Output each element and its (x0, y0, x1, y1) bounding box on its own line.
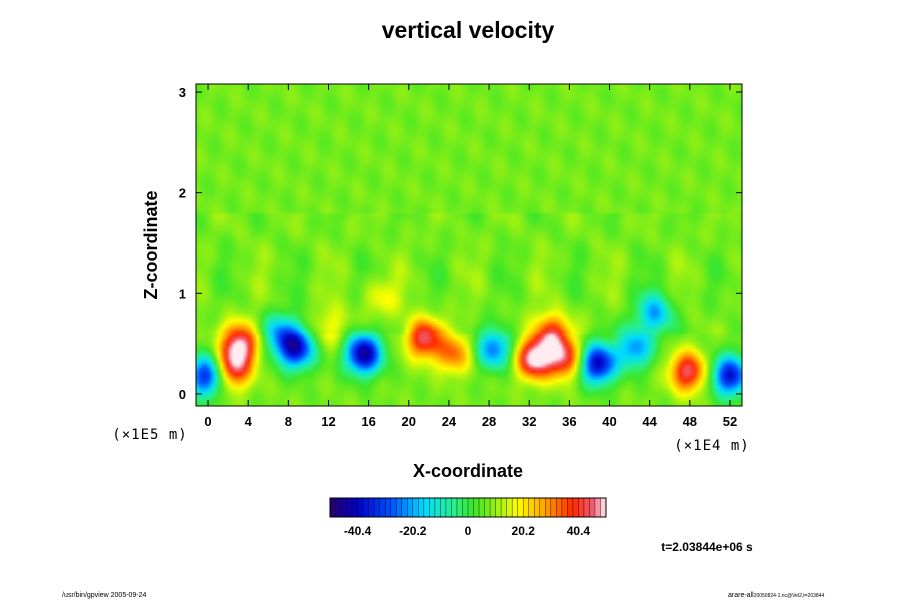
x-tick-label: 8 (285, 414, 292, 429)
heatmap-field (196, 84, 742, 406)
y-scale-label: (×1E5 m) (112, 427, 187, 443)
x-tick-label: 44 (642, 414, 657, 429)
colorbar-segment (506, 498, 513, 517)
x-tick-label: 4 (245, 414, 253, 429)
colorbar-segment (517, 498, 524, 517)
colorbar-segment (539, 498, 546, 517)
colorbar-segment (434, 498, 441, 517)
colorbar-segment (352, 498, 358, 517)
x-tick-label: 16 (361, 414, 375, 429)
colorbar-segment (335, 498, 342, 517)
colorbar-segment (385, 498, 392, 517)
colorbar-segment (495, 498, 502, 517)
colorbar-segment (561, 498, 568, 517)
colorbar-segment (456, 498, 463, 517)
x-tick-label: 0 (204, 414, 211, 429)
colorbar-segment (357, 498, 364, 517)
colorbar-frame (329, 497, 607, 518)
footer-right-suffix: 20050824-1.nc@Vel2,t=203844 (754, 593, 825, 599)
colorbar-tick-label: 0 (465, 524, 472, 538)
colorbar-segment (578, 498, 585, 517)
x-tick-label: 32 (522, 414, 536, 429)
x-tick-label: 48 (683, 414, 697, 429)
x-tick-label: 52 (723, 414, 737, 429)
footer-right: arare-all20050824-1.nc@Vel2,t=203844 (728, 592, 824, 599)
colorbar (330, 498, 607, 517)
colorbar-segment (341, 498, 347, 517)
x-tick-label: 28 (482, 414, 496, 429)
chart-title: vertical velocity (382, 17, 555, 43)
colorbar-segment (567, 498, 574, 517)
colorbar-segment (429, 498, 436, 517)
colorbar-segment (418, 498, 425, 517)
footer-left: /usr/bin/gpview 2005-09-24 (62, 592, 147, 599)
colorbar-segment (600, 498, 607, 517)
plot-frame (195, 83, 743, 407)
colorbar-segment (583, 498, 590, 517)
colorbar-segment (501, 498, 507, 517)
time-label: t=2.03844e+06 s (661, 540, 753, 554)
colorbar-segment (528, 498, 535, 517)
x-tick-label: 24 (442, 414, 457, 429)
x-axis-label: X-coordinate (413, 461, 523, 481)
colorbar-segment (363, 498, 369, 517)
colorbar-segment (479, 498, 485, 517)
colorbar-segment (440, 498, 447, 517)
colorbar-segment (484, 498, 491, 517)
x-tick-label: 12 (321, 414, 335, 429)
colorbar-segment (572, 498, 579, 517)
colorbar-ticks: -40.4 -20.2 0 20.2 40.4 (344, 524, 590, 538)
colorbar-segment (523, 498, 530, 517)
x-scale-label: (×1E4 m) (674, 438, 749, 454)
colorbar-segment (368, 498, 375, 517)
colorbar-segment (445, 498, 452, 517)
colorbar-segment (534, 498, 541, 517)
colorbar-segment (346, 498, 353, 517)
colorbar-segment (390, 498, 397, 517)
colorbar-segment (462, 498, 469, 517)
colorbar-segment (468, 498, 474, 517)
colorbar-segment (407, 498, 414, 517)
colorbar-segment (423, 498, 430, 517)
colorbar-tick-label: -20.2 (399, 524, 427, 538)
x-axis: 0 4 8 12 16 20 24 28 32 36 40 44 48 52 (204, 84, 737, 429)
y-tick-label: 3 (179, 85, 186, 100)
colorbar-segment (412, 498, 419, 517)
x-tick-label: 20 (402, 414, 416, 429)
y-tick-label: 1 (179, 286, 186, 301)
colorbar-segment (401, 498, 408, 517)
colorbar-segment (589, 498, 596, 517)
y-axis: 0 1 2 3 (179, 85, 742, 402)
footer-right-prefix: arare-all (728, 592, 754, 599)
colorbar-tick-label: 20.2 (512, 524, 536, 538)
colorbar-segment (550, 498, 557, 517)
colorbar-segment (545, 498, 552, 517)
x-tick-label: 36 (562, 414, 576, 429)
colorbar-segment (490, 498, 496, 517)
colorbar-tick-label: 40.4 (567, 524, 591, 538)
colorbar-segment (379, 498, 386, 517)
colorbar-segment (512, 498, 518, 517)
colorbar-segment (594, 498, 601, 517)
x-tick-label: 40 (602, 414, 616, 429)
colorbar-segment (556, 498, 563, 517)
y-tick-label: 2 (179, 186, 186, 201)
colorbar-segment (330, 498, 336, 517)
colorbar-segment (396, 498, 403, 517)
colorbar-segment (473, 498, 480, 517)
colorbar-segment (374, 498, 380, 517)
y-axis-label: Z-coordinate (141, 190, 161, 299)
colorbar-segment (451, 498, 458, 517)
y-tick-label: 0 (179, 387, 186, 402)
colorbar-tick-label: -40.4 (344, 524, 372, 538)
